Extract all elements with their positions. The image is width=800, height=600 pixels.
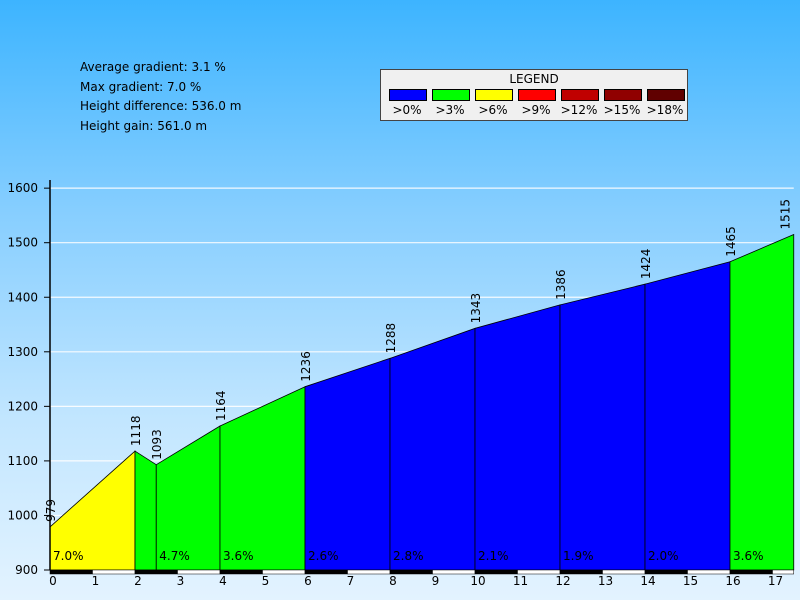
- legend-label: >9%: [521, 103, 551, 117]
- legend: LEGEND >0% >3% >6% >9% >12% >15% >18%: [380, 69, 688, 121]
- segment-gradient-label: 2.8%: [393, 549, 424, 563]
- legend-swatch: [389, 89, 427, 101]
- gradient-segment: [644, 261, 731, 571]
- segment-gradient-label: 1.9%: [563, 549, 594, 563]
- gradient-segment: [389, 327, 476, 571]
- segment-gradient-label: 3.6%: [223, 549, 254, 563]
- gradient-segment: [219, 386, 306, 571]
- legend-item: >12%: [559, 89, 599, 117]
- gradient-segment: [304, 357, 391, 571]
- legend-label: >3%: [435, 103, 465, 117]
- x-tick-label: 12: [555, 574, 570, 588]
- x-tick-label: 5: [262, 574, 270, 588]
- segment-gradient-label: 2.0%: [648, 549, 679, 563]
- y-tick-label: 1600: [7, 181, 38, 195]
- x-tick-label: 14: [640, 574, 655, 588]
- segment-gradient-label: 2.6%: [308, 549, 339, 563]
- stats-panel: Average gradient: 3.1 % Max gradient: 7.…: [80, 58, 241, 136]
- elevation-label: 1118: [129, 416, 143, 447]
- legend-swatch: [561, 89, 599, 101]
- segment-gradient-label: 3.6%: [733, 549, 764, 563]
- elevation-label: 1465: [724, 226, 738, 257]
- x-tick-label: 9: [432, 574, 440, 588]
- gradient-segment: [559, 283, 646, 571]
- x-tick-label: 13: [598, 574, 613, 588]
- x-tick-label: 2: [134, 574, 142, 588]
- y-tick-label: 1000: [7, 508, 38, 522]
- y-tick-label: 900: [15, 563, 38, 577]
- legend-item: >3%: [430, 89, 470, 117]
- x-tick-label: 7: [347, 574, 355, 588]
- segment-gradient-label: 4.7%: [159, 549, 190, 563]
- y-tick-label: 1200: [7, 399, 38, 413]
- max-gradient-text: Max gradient: 7.0 %: [80, 79, 202, 94]
- y-tick-label: 1400: [7, 290, 38, 304]
- height-difference-text: Height difference: 536.0 m: [80, 99, 242, 113]
- legend-item: >0%: [387, 89, 427, 117]
- legend-label: >12%: [560, 103, 598, 117]
- x-tick-label: 17: [768, 574, 783, 588]
- x-axis-bar: [772, 569, 794, 575]
- legend-swatch: [518, 89, 556, 101]
- x-tick-label: 1: [92, 574, 100, 588]
- x-tick-label: 0: [49, 574, 57, 588]
- legend-swatch: [432, 89, 470, 101]
- x-tick-label: 4: [219, 574, 227, 588]
- legend-swatch: [475, 89, 513, 101]
- elevation-label: 1288: [384, 323, 398, 354]
- gradient-segment: [134, 450, 157, 571]
- gradient-segment: [474, 304, 561, 571]
- elevation-label: 1164: [214, 390, 228, 421]
- legend-item: >9%: [516, 89, 556, 117]
- elevation-label: 1515: [779, 199, 793, 230]
- y-tick-label: 1300: [7, 345, 38, 359]
- elevation-label: 1093: [150, 429, 164, 460]
- height-gain-text: Height gain: 561.0 m: [80, 118, 208, 133]
- elevation-label: 1386: [554, 269, 568, 300]
- legend-swatch: [604, 89, 642, 101]
- x-tick-label: 3: [177, 574, 185, 588]
- segment-gradient-label: 7.0%: [53, 549, 84, 563]
- y-tick-label: 1100: [7, 454, 38, 468]
- y-tick-label: 1500: [7, 236, 38, 250]
- x-tick-label: 6: [304, 574, 312, 588]
- x-tick-label: 11: [513, 574, 528, 588]
- gradient-segment: [729, 233, 795, 571]
- x-tick-label: 16: [725, 574, 740, 588]
- legend-swatch: [647, 89, 685, 101]
- legend-label: >0%: [392, 103, 422, 117]
- elevation-label: 979: [44, 499, 58, 522]
- elevation-label: 1424: [639, 249, 653, 280]
- legend-label: >18%: [646, 103, 684, 117]
- x-tick-label: 8: [389, 574, 397, 588]
- legend-item: >15%: [602, 89, 642, 117]
- legend-item: >18%: [645, 89, 685, 117]
- average-gradient-text: Average gradient: 3.1 %: [80, 60, 226, 74]
- legend-label: >15%: [603, 103, 641, 117]
- legend-title: LEGEND: [509, 72, 559, 86]
- legend-label: >6%: [478, 103, 508, 117]
- x-tick-label: 10: [470, 574, 485, 588]
- elevation-label: 1236: [299, 351, 313, 382]
- segment-gradient-label: 2.1%: [478, 549, 509, 563]
- x-tick-label: 15: [683, 574, 698, 588]
- elevation-label: 1343: [469, 293, 483, 324]
- legend-item: >6%: [473, 89, 513, 117]
